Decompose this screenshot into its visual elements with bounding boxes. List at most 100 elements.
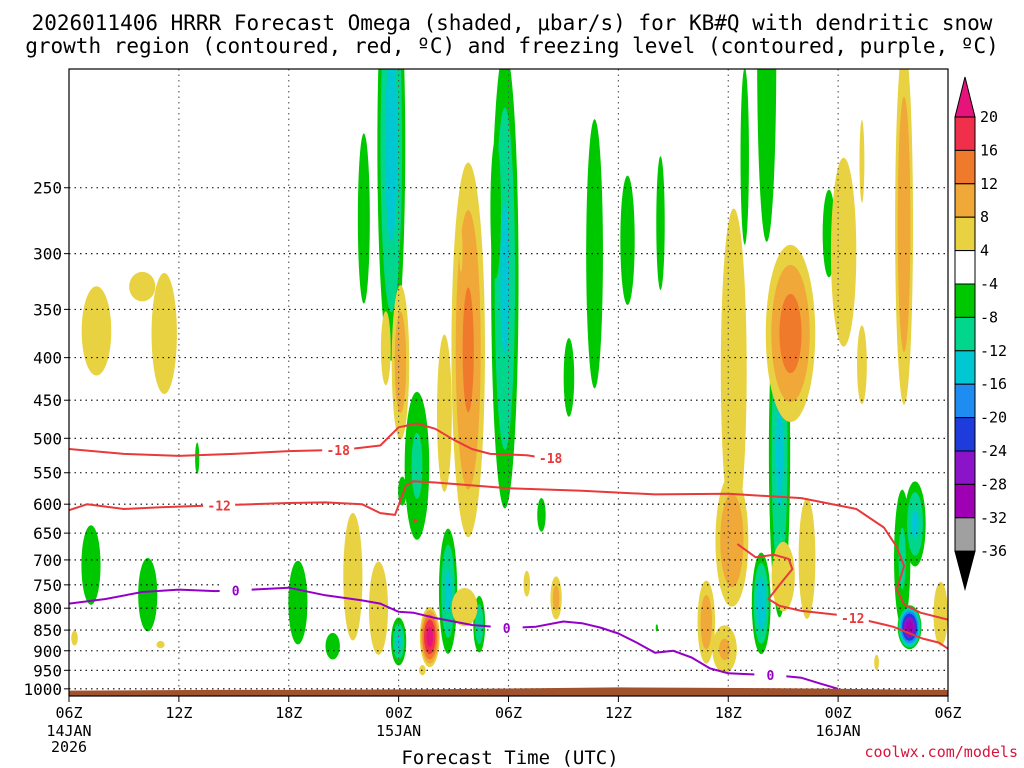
x-tick-label: 18Z	[275, 704, 302, 722]
chart-title-line-2: growth region (contoured, red, ºC) and f…	[25, 34, 999, 58]
omega-band	[411, 432, 423, 499]
omega-band	[779, 293, 802, 374]
y-tick-label: 750	[33, 576, 62, 595]
omega-band	[380, 311, 391, 386]
x-tick-label: 06Z	[934, 704, 961, 722]
omega-cell-3	[81, 525, 101, 605]
y-tick-label: 450	[33, 391, 62, 410]
x-date-label: 16JAN	[816, 722, 861, 740]
terrain-fill	[69, 687, 948, 696]
y-tick-label: 700	[33, 551, 62, 570]
colorbar-label: -8	[980, 308, 998, 326]
omega-cell-50	[859, 120, 865, 203]
omega-cell-37	[697, 580, 716, 664]
omega-band	[325, 632, 340, 660]
omega-cell-52	[895, 69, 914, 405]
omega-cell-4	[138, 558, 158, 632]
contour-label-zero: 0	[232, 584, 240, 599]
omega-cell-2	[129, 271, 156, 302]
contour-label-zero-bg	[754, 667, 787, 683]
omega-band	[897, 96, 911, 352]
omega-cell-36	[655, 624, 658, 632]
omega-cell-5	[195, 442, 200, 475]
dendritic-contour-minus18	[69, 422, 564, 459]
omega-band	[757, 69, 777, 242]
colorbar-label: -28	[980, 475, 1007, 493]
colorbar-swatch	[954, 417, 976, 452]
x-date-label: 2026	[51, 738, 87, 756]
omega-band	[500, 202, 510, 356]
colorbar-label: -24	[980, 442, 1007, 460]
omega-cell-26	[491, 69, 519, 509]
x-tick-label: 06Z	[495, 704, 522, 722]
omega-band	[523, 570, 531, 597]
omega-band	[756, 576, 767, 630]
omega-cell-46	[771, 541, 795, 612]
contour-label-zero: 0	[503, 622, 511, 637]
omega-cell-32	[563, 338, 575, 417]
colorbar-swatch	[954, 350, 976, 385]
omega-cell-6	[71, 630, 78, 646]
colorbar-label: -32	[980, 509, 1007, 527]
omega-band	[385, 69, 398, 242]
omega-cell-40	[712, 625, 737, 674]
omega-band	[195, 442, 200, 475]
omega-cell-27	[490, 139, 501, 279]
dendritic-dot	[413, 518, 418, 523]
omega-cell-25	[404, 391, 430, 540]
omega-cell-8	[288, 560, 308, 645]
colorbar-swatch	[954, 116, 976, 151]
omega-band	[620, 175, 635, 305]
omega-band	[874, 654, 879, 671]
omega-cell-49	[830, 157, 857, 347]
omega-band	[459, 228, 463, 273]
omega-band	[771, 541, 795, 612]
contour-lines: -18 -18 -12 -12 0 0 0	[69, 422, 948, 690]
y-tick-label: 250	[33, 179, 62, 198]
omega-band	[138, 558, 158, 632]
omega-band	[720, 493, 744, 588]
omega-band	[129, 271, 156, 302]
contour-label-minus18-bg	[322, 441, 355, 457]
omega-band	[343, 512, 363, 641]
omega-band	[151, 272, 177, 395]
x-tick-label: 00Z	[385, 704, 412, 722]
contour-label-minus18: -18	[539, 452, 563, 467]
omega-band	[81, 286, 112, 376]
colorbar-label: -4	[980, 275, 998, 293]
omega-cell-23	[451, 162, 485, 538]
omega-band	[830, 157, 857, 347]
omega-cell-29	[523, 570, 531, 597]
colorbar-swatch	[954, 216, 976, 252]
omega-cell-31	[550, 576, 562, 620]
freezing-level-contour	[69, 586, 839, 690]
x-tick-label: 06Z	[55, 704, 82, 722]
omega-band	[437, 334, 452, 492]
colorbar-label: 16	[980, 141, 998, 159]
y-axis: 250 300 350 400 450 500 550 600 650 700 750 800 850 9…	[23, 179, 69, 699]
omega-cell-41	[740, 69, 749, 245]
omega-band	[357, 133, 370, 304]
terrain-layer	[69, 687, 948, 696]
x-tick-label: 00Z	[825, 704, 852, 722]
y-tick-label: 650	[33, 524, 62, 543]
colorbar-label: 8	[980, 208, 989, 226]
omega-band	[656, 156, 665, 291]
omega-cell-9	[325, 632, 340, 660]
omega-cell-18	[419, 606, 440, 668]
y-tick-label: 900	[33, 642, 62, 661]
omega-cell-1	[151, 272, 177, 395]
y-tick-label: 300	[33, 245, 62, 264]
colorbar-swatch	[954, 483, 976, 519]
omega-band	[474, 604, 484, 645]
y-tick-label: 600	[33, 495, 62, 514]
omega-cell-30	[537, 498, 546, 532]
y-tick-label: 500	[33, 429, 62, 448]
colorbar-label: -20	[980, 409, 1007, 427]
omega-band	[740, 69, 749, 245]
contour-label-minus12-bg	[203, 497, 236, 513]
y-tick-label: 1000	[23, 680, 62, 699]
x-tick-label: 18Z	[715, 704, 742, 722]
colorbar-swatch	[954, 316, 976, 352]
